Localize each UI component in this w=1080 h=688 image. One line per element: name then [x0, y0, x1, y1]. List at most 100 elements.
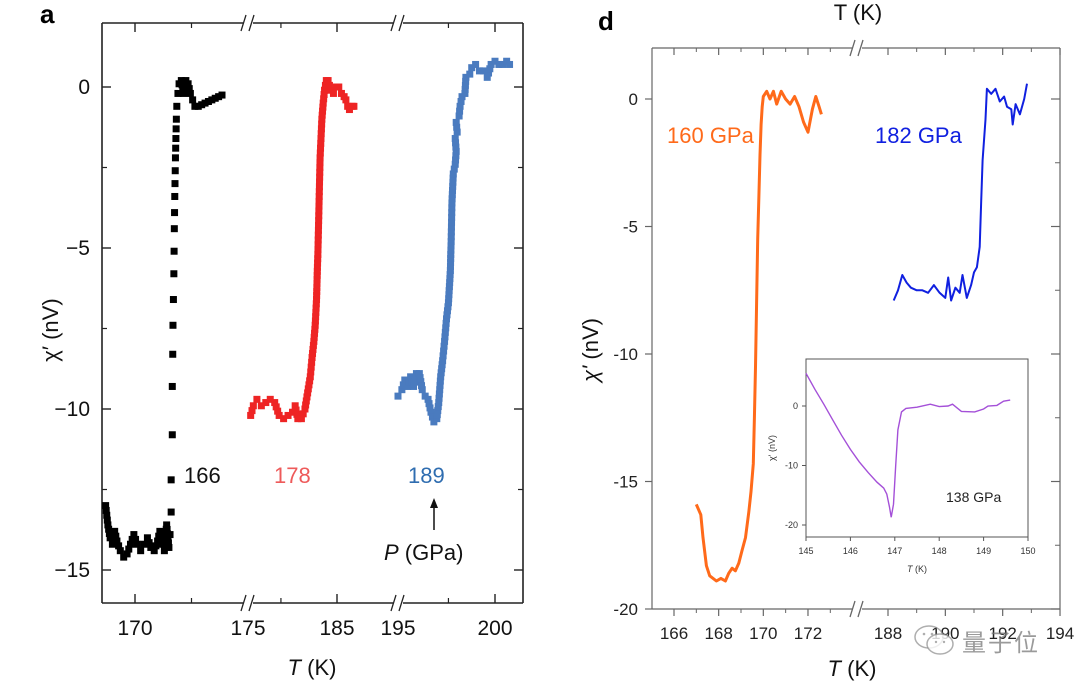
data-point [415, 370, 423, 378]
data-point [461, 85, 469, 93]
annotation-178: 178 [274, 463, 311, 488]
data-point [140, 540, 148, 548]
data-point [486, 65, 494, 73]
data-point [442, 324, 450, 332]
data-point [411, 374, 419, 382]
data-point [163, 525, 171, 533]
inset-data [805, 372, 1011, 518]
data-point [308, 358, 316, 366]
data-point [171, 209, 179, 217]
data-point [284, 411, 292, 419]
data-point [108, 540, 116, 548]
x-tick-label: 172 [794, 624, 822, 643]
data-point [451, 160, 459, 168]
panel-a-data [102, 57, 514, 561]
inset-series-138-gpa [805, 372, 1011, 518]
data-point [314, 255, 322, 263]
data-point [303, 393, 311, 401]
data-point [186, 89, 194, 97]
data-point [317, 130, 325, 138]
data-point [123, 550, 131, 558]
pressure-arrow [430, 498, 438, 530]
data-point [309, 341, 317, 349]
data-point [311, 329, 319, 337]
data-point [410, 382, 418, 390]
data-point [462, 77, 470, 85]
data-point [311, 321, 319, 329]
inset-frame [805, 358, 1029, 538]
panel-d-x-axis-title: T (K) [828, 656, 877, 681]
data-point [313, 275, 321, 283]
data-point [105, 530, 113, 538]
data-point [314, 241, 322, 249]
data-point [311, 317, 319, 325]
data-point [442, 319, 450, 327]
panel-a: a 0 −5 −10 −15 170 175 185 195 200 χ′ (nV) T (K)… [38, 0, 524, 680]
data-point [130, 531, 138, 539]
inset-x-tick-label: 149 [976, 546, 991, 556]
data-point [111, 527, 119, 535]
data-point [164, 534, 172, 542]
data-point [315, 217, 323, 225]
data-point [316, 159, 324, 167]
data-point [317, 144, 325, 152]
data-point [452, 152, 460, 160]
data-point [447, 250, 455, 258]
data-point [160, 547, 168, 555]
data-point [452, 156, 460, 164]
series-178 [247, 77, 358, 423]
data-point [452, 143, 460, 151]
panel-d-frame [651, 39, 1061, 618]
x-tick-label: 168 [704, 624, 732, 643]
data-point [342, 96, 350, 104]
y-tick-label: −15 [54, 559, 90, 582]
data-point [438, 365, 446, 373]
data-point [319, 107, 327, 115]
data-point [449, 170, 457, 178]
data-point [105, 525, 113, 533]
data-point [427, 408, 435, 416]
data-point [312, 313, 320, 321]
x-tick-label: 175 [230, 617, 265, 640]
data-point [133, 540, 141, 548]
data-point [291, 402, 299, 410]
data-point [452, 147, 460, 155]
panel-d-top-axis-title: T (K) [834, 0, 882, 25]
data-point [441, 333, 449, 341]
data-point [506, 60, 514, 68]
data-point [449, 187, 457, 194]
data-point [266, 395, 274, 403]
data-point [317, 139, 325, 147]
data-point [466, 70, 474, 78]
annotation-189: 189 [408, 463, 445, 488]
x-tick-label: 166 [660, 624, 688, 643]
data-point [450, 165, 458, 173]
data-point [446, 267, 454, 275]
data-point [168, 431, 176, 439]
data-point [317, 125, 325, 133]
data-point [440, 347, 448, 355]
data-point [449, 178, 457, 186]
data-point [437, 369, 445, 377]
data-point [315, 183, 323, 191]
data-point [410, 378, 418, 386]
data-point [439, 352, 447, 360]
data-point [315, 192, 323, 200]
inset-y-axis-title: χ' (nV) [767, 435, 777, 461]
data-point [137, 547, 145, 555]
axis-break-mark [390, 14, 397, 32]
data-point [315, 212, 323, 220]
data-point [172, 125, 180, 133]
data-point [308, 353, 316, 361]
data-point [433, 415, 441, 423]
data-point [434, 407, 442, 415]
data-point [315, 207, 323, 215]
data-point [475, 67, 483, 75]
data-point [404, 382, 412, 390]
data-point [437, 373, 445, 381]
data-point [329, 89, 337, 97]
data-point [312, 308, 320, 316]
data-point [407, 373, 415, 381]
y-tick-label: -10 [613, 345, 638, 364]
